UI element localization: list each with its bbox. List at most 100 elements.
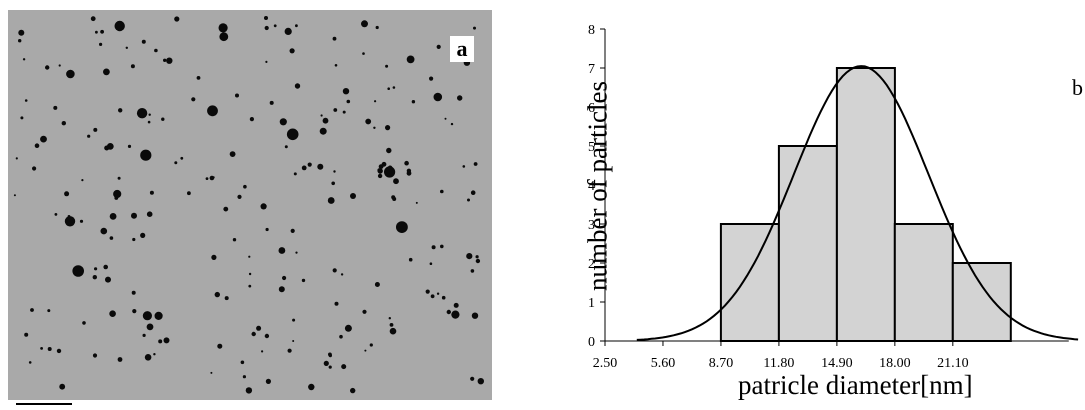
particle (237, 194, 242, 199)
particle (282, 275, 287, 281)
particle (105, 276, 111, 283)
particle (180, 156, 184, 160)
particle (114, 196, 119, 200)
particle (232, 238, 237, 242)
x-axis-label: patricle diameter[nm] (738, 370, 973, 400)
particle (109, 310, 116, 318)
particle (163, 58, 167, 62)
particle (140, 232, 146, 238)
particle (265, 60, 268, 64)
particle (92, 353, 98, 358)
particle (373, 126, 376, 129)
y-tick-label: 0 (588, 335, 595, 350)
particle (146, 211, 153, 217)
particle (235, 93, 239, 98)
particle (269, 100, 274, 105)
particle (429, 76, 434, 81)
particle (317, 163, 324, 170)
particle (56, 348, 62, 354)
particle (284, 27, 292, 35)
particle (153, 353, 156, 356)
particle (290, 228, 295, 233)
particle (404, 160, 409, 166)
histogram-bar (951, 262, 1012, 342)
particle (142, 311, 152, 321)
particle (320, 114, 323, 117)
particle (408, 257, 413, 262)
particle (118, 108, 123, 113)
particle (117, 357, 123, 362)
particle (146, 323, 154, 331)
particle (477, 378, 484, 385)
particle (450, 122, 454, 126)
particle (396, 221, 408, 234)
particle (444, 117, 447, 120)
particle (364, 349, 367, 352)
particle (431, 245, 436, 250)
particle (384, 166, 396, 178)
particle (24, 99, 28, 102)
particle (211, 254, 217, 260)
particle (346, 99, 351, 104)
particle (388, 317, 391, 320)
particle (284, 145, 288, 149)
particle (256, 325, 262, 331)
particle (34, 143, 40, 148)
particle (210, 371, 213, 374)
particle (22, 58, 26, 61)
particle (328, 365, 332, 369)
particle (462, 165, 466, 168)
particle (470, 376, 475, 381)
particle (279, 118, 287, 126)
particle (475, 258, 481, 264)
particle (141, 39, 146, 44)
particle-size-histogram: 0 1 2 3 4 5 6 7 8 2.50 5.60 8.70 11.80 14.90 18.00 21.1… (588, 23, 1079, 371)
particle (307, 162, 312, 167)
particle (369, 343, 373, 347)
particle (219, 32, 229, 42)
particle (66, 69, 75, 79)
particle (264, 16, 268, 20)
particle (387, 165, 393, 171)
particle (18, 29, 25, 36)
particle (229, 151, 236, 158)
panel-b-label: b (1072, 75, 1083, 100)
particle (132, 309, 137, 314)
particle (471, 312, 479, 319)
particle (433, 92, 443, 102)
particle (103, 68, 110, 76)
histogram-bar (835, 67, 896, 342)
particle (243, 184, 247, 189)
particle (251, 331, 256, 337)
particle (374, 282, 380, 287)
x-tick-label: 2.50 (593, 356, 618, 371)
particle (100, 227, 108, 235)
particle (411, 100, 416, 104)
particle (265, 227, 269, 232)
y-tick-label: 4 (588, 179, 595, 194)
particle (212, 176, 215, 179)
particle (242, 375, 246, 379)
particle (362, 52, 365, 55)
particle (94, 267, 98, 271)
particle (58, 64, 61, 67)
particle (248, 284, 252, 288)
particle (103, 264, 108, 270)
particle (473, 162, 478, 166)
particle (144, 354, 152, 361)
particle (24, 332, 29, 337)
particle (125, 46, 128, 49)
particle (441, 295, 446, 300)
particle (377, 173, 383, 179)
particle (67, 215, 71, 218)
histogram-bar (893, 223, 954, 342)
particle (106, 143, 114, 150)
particle (301, 165, 307, 171)
particle (466, 253, 473, 260)
particle (245, 387, 253, 394)
histogram-bar (719, 223, 780, 342)
particle (475, 255, 479, 259)
particle (20, 116, 24, 120)
particle (109, 236, 114, 240)
particle (161, 117, 165, 121)
